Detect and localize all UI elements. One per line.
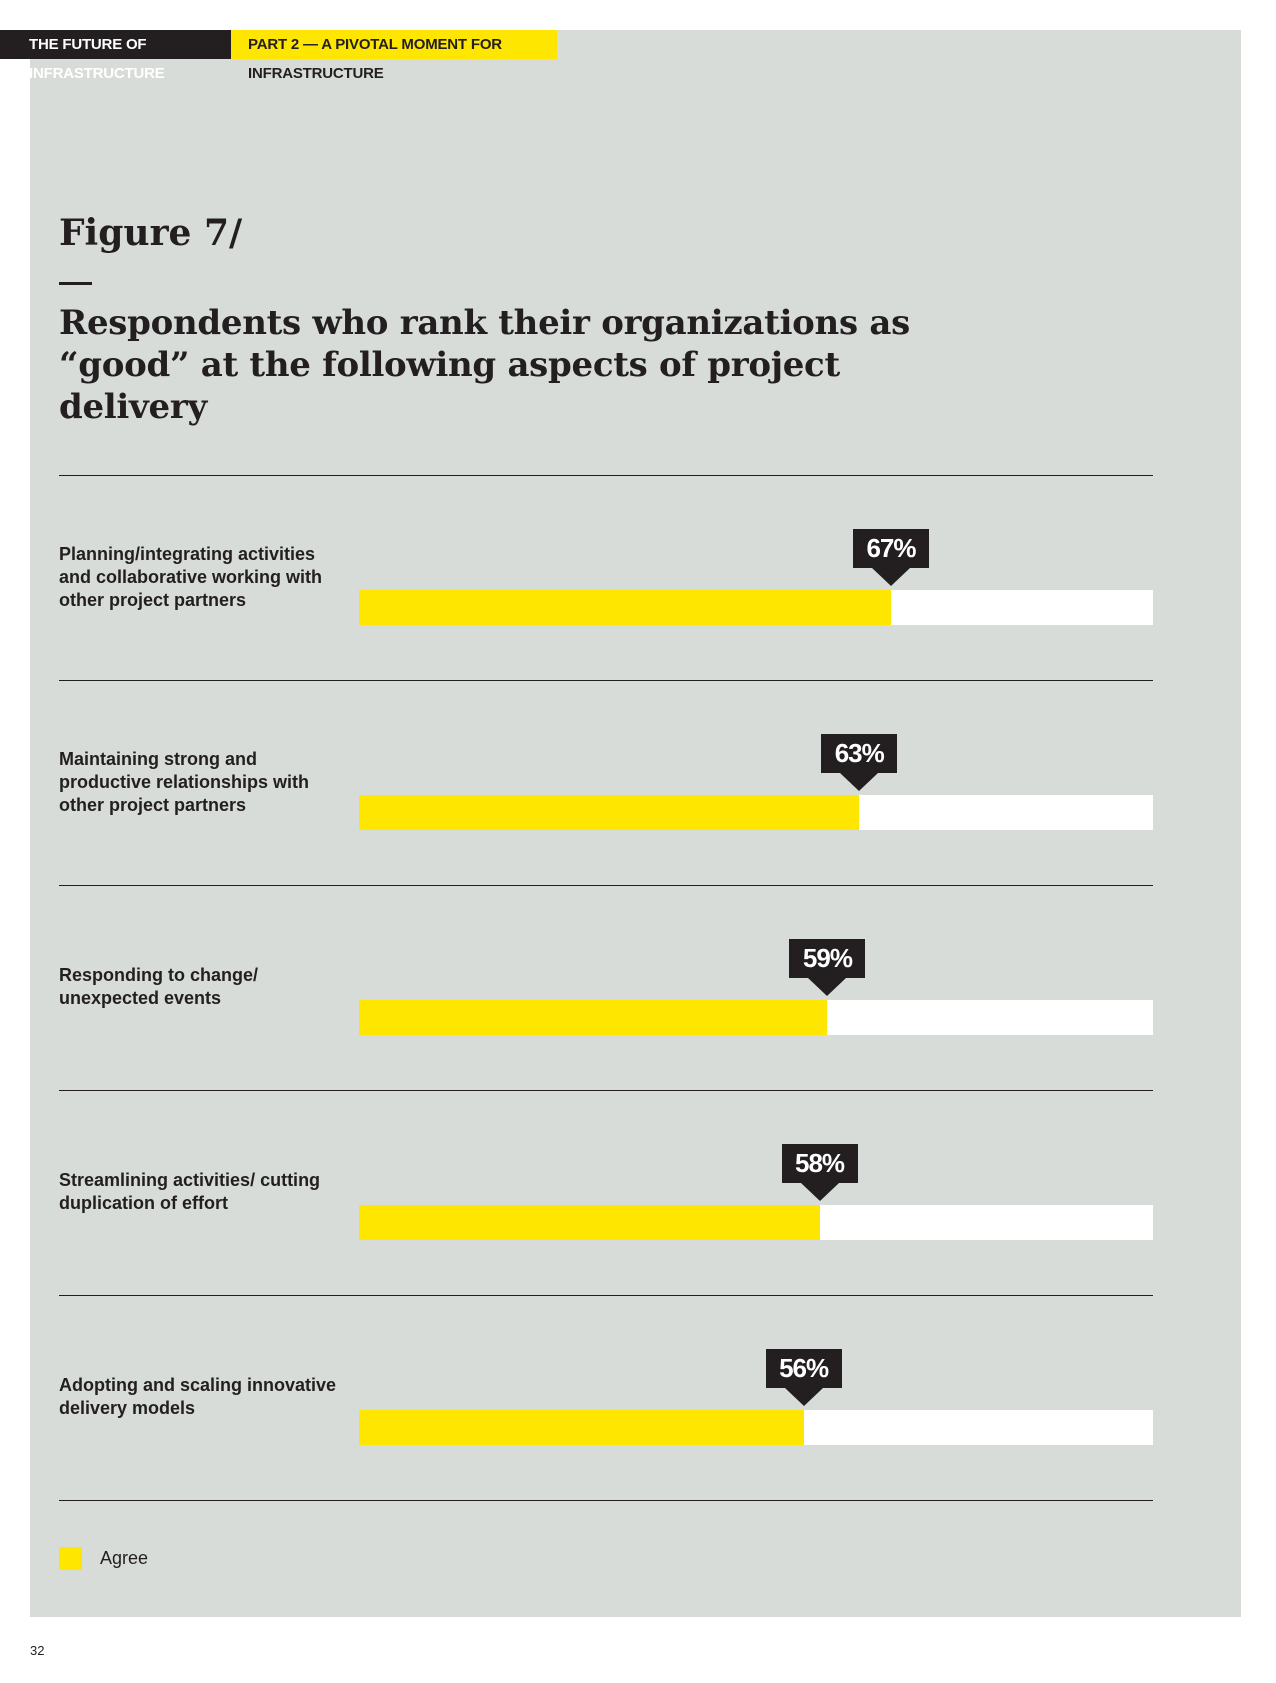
section-title: PART 2 — A PIVOTAL MOMENT FOR INFRASTRUC… (248, 36, 502, 82)
document-title: THE FUTURE OF INFRASTRUCTURE (29, 36, 165, 82)
bar-track (359, 1000, 1153, 1035)
bar-agree (359, 795, 860, 830)
bar-track (359, 795, 1153, 830)
category-label: Planning/integrating activities and coll… (59, 544, 323, 610)
legend-swatch-agree (59, 1547, 82, 1570)
bar-agree (359, 590, 891, 625)
value-label: 56% (765, 1349, 842, 1406)
row-divider (59, 885, 1153, 886)
value-label: 63% (821, 734, 898, 791)
bar-track (359, 1410, 1153, 1445)
category-label: Maintaining strong and productive relati… (59, 749, 310, 815)
document-title-tab: THE FUTURE OF INFRASTRUCTURE (0, 30, 231, 82)
row-divider (59, 475, 1153, 476)
figure-label: Figure 7/ (59, 212, 243, 254)
value-label: 67% (852, 529, 929, 586)
category-label: Streamlining activities/ cutting duplica… (59, 1170, 321, 1213)
category-label: Adopting and scaling innovative delivery… (59, 1375, 337, 1418)
section-tab: PART 2 — A PIVOTAL MOMENT FOR INFRASTRUC… (231, 30, 557, 82)
bar-agree (359, 1205, 820, 1240)
bar-agree (359, 1410, 804, 1445)
page-number: 32 (30, 1643, 45, 1658)
category-label: Responding to change/ unexpected events (59, 965, 259, 1008)
row-divider (59, 1090, 1153, 1091)
title-dash (59, 282, 92, 285)
bar-agree (359, 1000, 828, 1035)
legend-label-agree: Agree (100, 1548, 149, 1568)
row-divider (59, 1295, 1153, 1296)
value-label: 59% (789, 939, 866, 996)
row-divider (59, 680, 1153, 681)
value-label: 58% (781, 1144, 858, 1201)
bar-track (359, 590, 1153, 625)
bar-track (359, 1205, 1153, 1240)
figure-title: Respondents who rank their organizations… (59, 303, 910, 427)
row-divider (59, 1500, 1153, 1501)
